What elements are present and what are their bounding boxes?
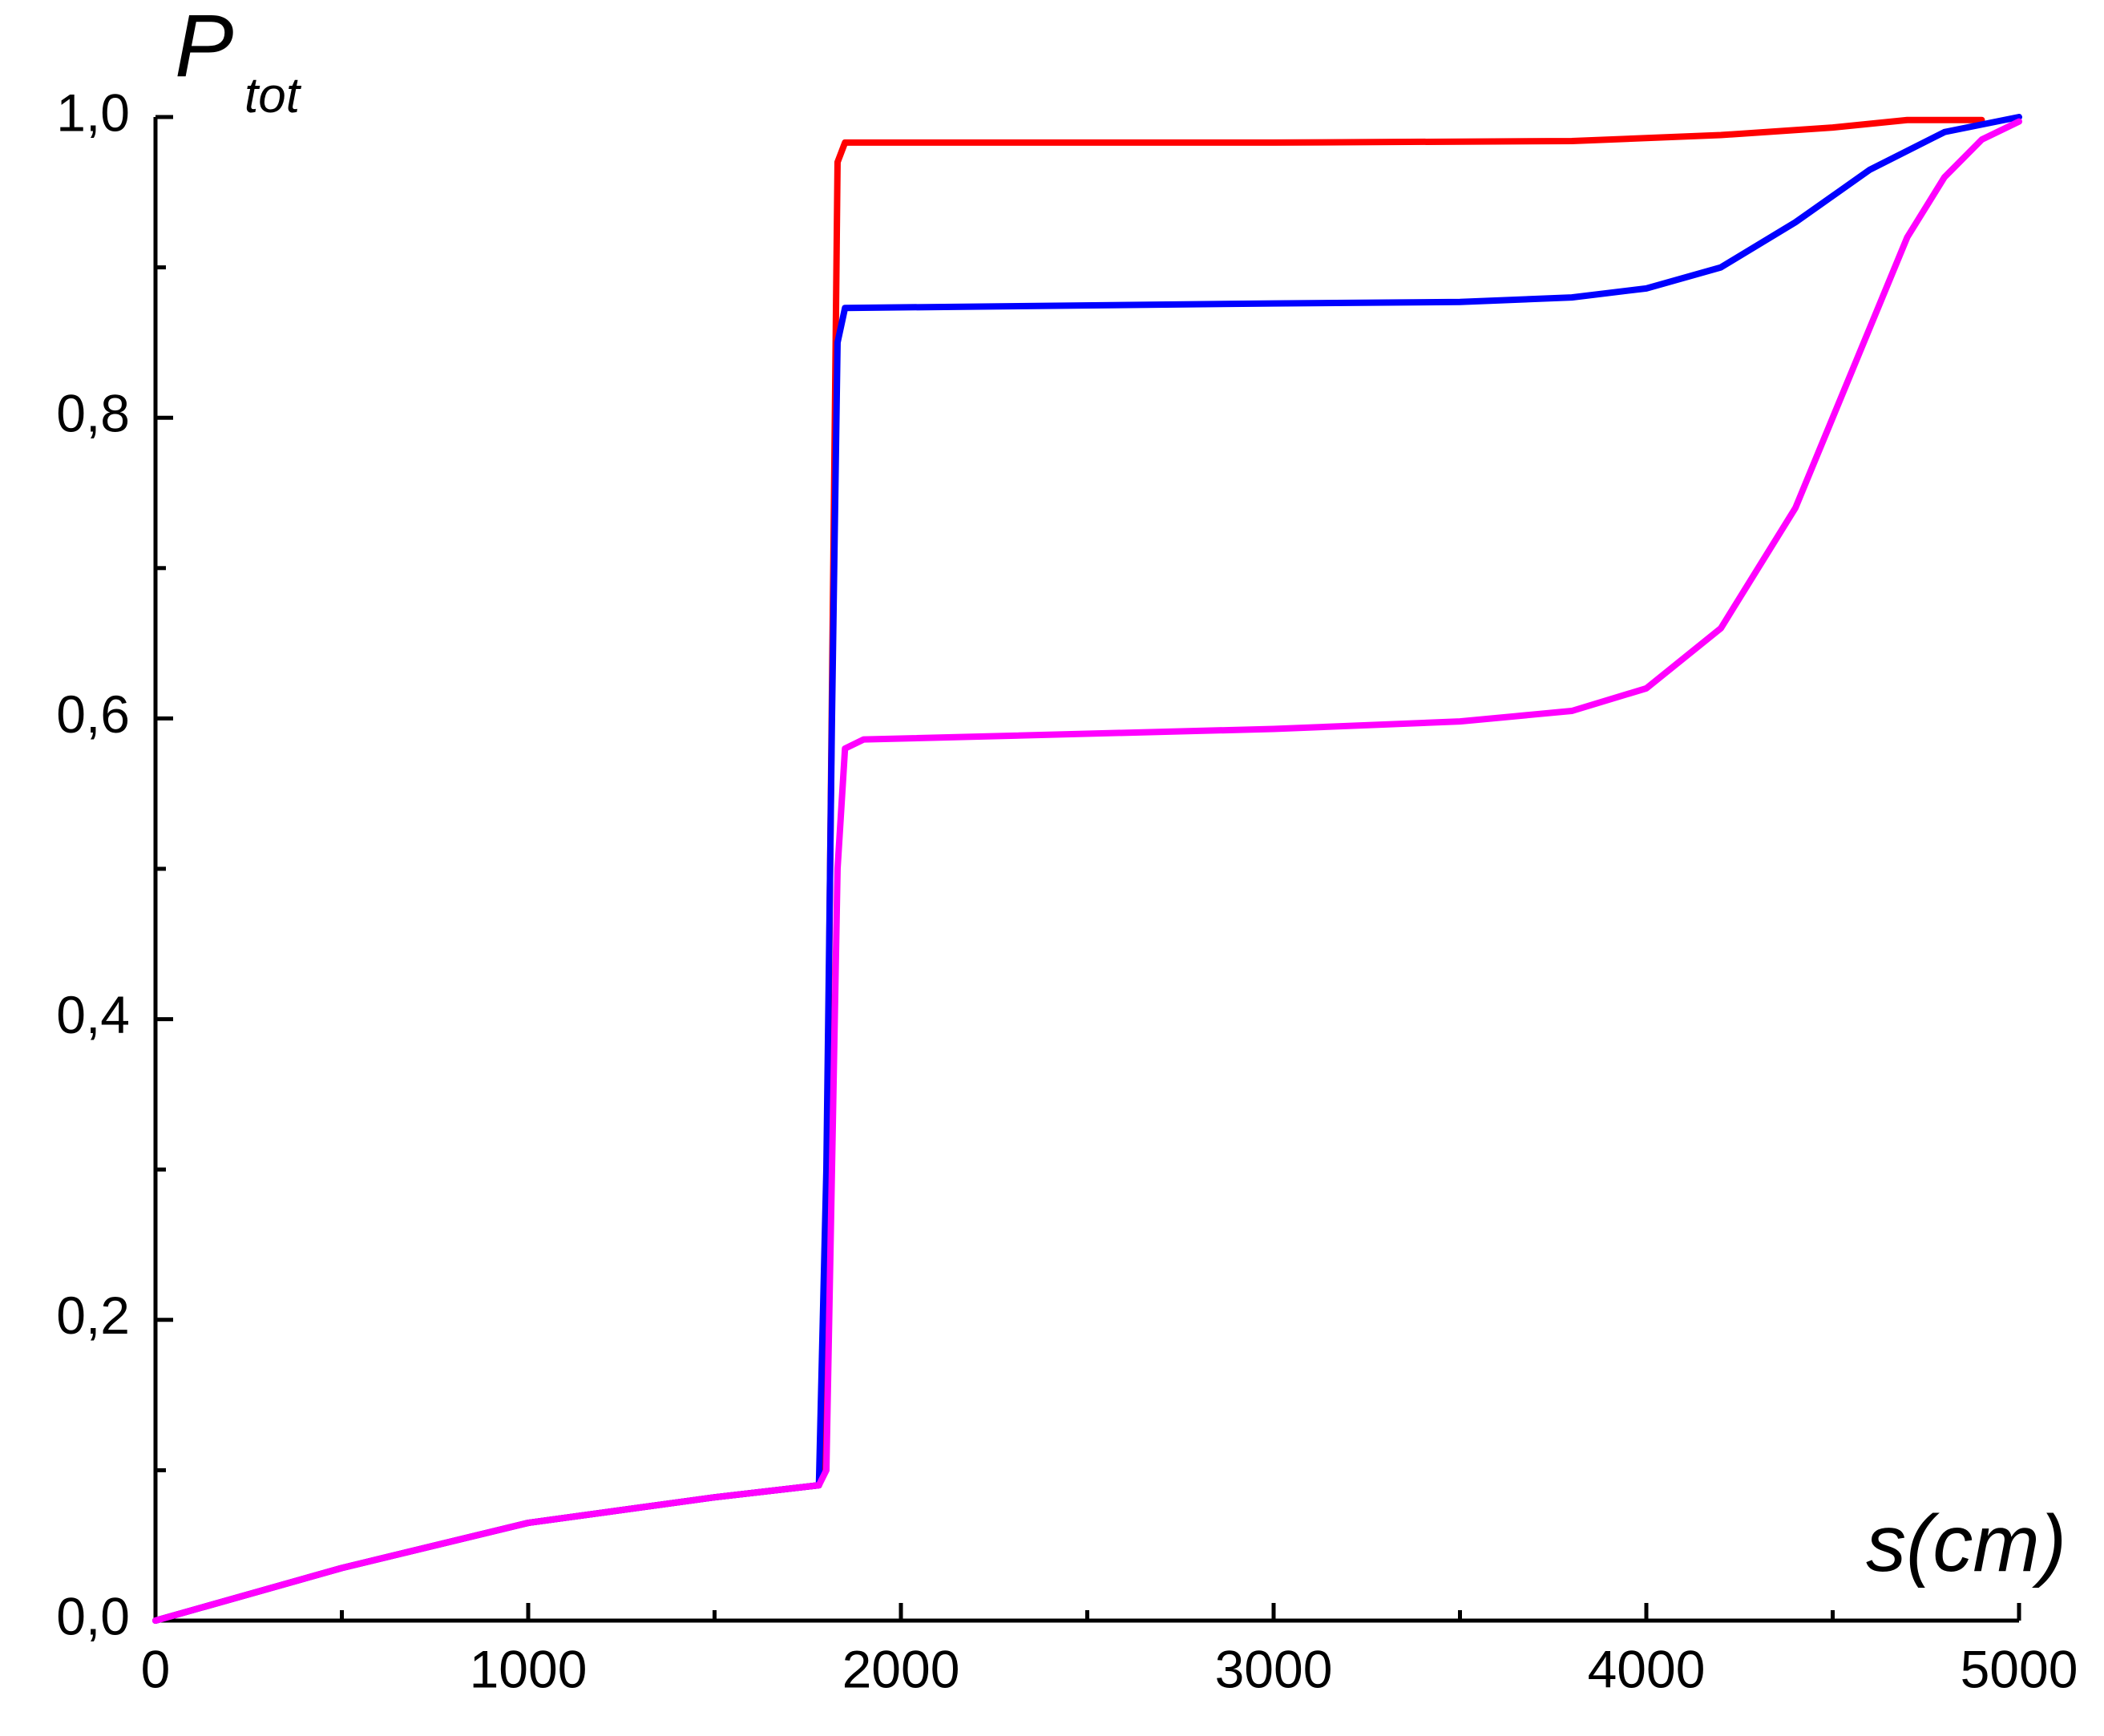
line-series bbox=[152, 114, 2022, 1624]
y-tick-label: 0,0 bbox=[56, 1586, 130, 1645]
x-axis-label: s(cm) bbox=[1866, 1499, 2066, 1589]
line-series bbox=[152, 116, 1985, 1624]
y-tick-label: 0,8 bbox=[56, 384, 130, 443]
y-axis-label-subscript: tot bbox=[244, 68, 302, 123]
x-tick-label: 4000 bbox=[1588, 1639, 1706, 1698]
x-tick-label: 2000 bbox=[842, 1639, 960, 1698]
x-tick-label: 0 bbox=[141, 1639, 171, 1698]
y-tick-label: 0,6 bbox=[56, 684, 130, 744]
x-tick-label: 5000 bbox=[1961, 1639, 2078, 1698]
y-tick-label: 0,4 bbox=[56, 985, 130, 1044]
x-tick-label: 3000 bbox=[1215, 1639, 1333, 1698]
y-tick-label: 0,2 bbox=[56, 1286, 130, 1345]
y-axis-label: P bbox=[175, 0, 233, 95]
line-series bbox=[152, 118, 2022, 1624]
y-tick-label: 1,0 bbox=[56, 83, 130, 142]
x-tick-label: 1000 bbox=[470, 1639, 588, 1698]
